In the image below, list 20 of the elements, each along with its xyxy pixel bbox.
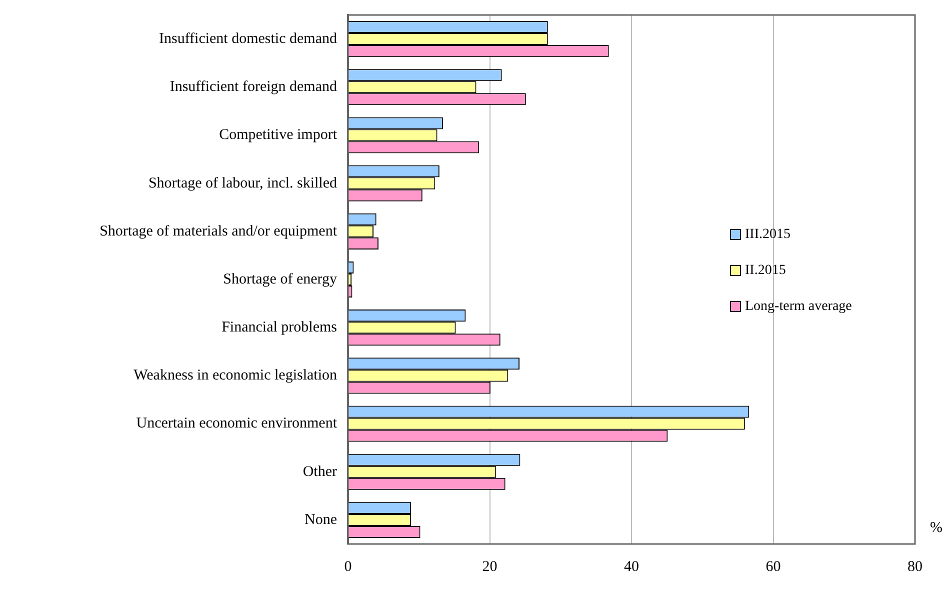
- y-tick-label: Shortage of energy: [223, 271, 338, 288]
- y-tick-label: Other: [302, 464, 337, 480]
- x-axis-title: %: [930, 520, 942, 536]
- legend-label: III.2015: [745, 226, 790, 243]
- legend-label: II.2015: [745, 262, 786, 279]
- legend-label: Long-term average: [745, 298, 852, 315]
- x-tick-label: 20: [482, 558, 498, 575]
- y-tick-label: Weakness in economic legislation: [134, 368, 338, 384]
- y-tick-label: Competitive import: [219, 127, 338, 144]
- y-tick-label: Shortage of materials and/or equipment: [100, 223, 338, 240]
- y-tick-label: None: [304, 512, 338, 528]
- y-tick-label: Uncertain economic environment: [136, 416, 338, 432]
- y-tick-label: Financial problems: [222, 320, 338, 336]
- y-tick-label: Insufficient domestic demand: [158, 30, 338, 47]
- y-tick-label: Insufficient foreign demand: [170, 79, 338, 96]
- x-tick-label: 80: [908, 558, 922, 575]
- x-tick-label: 0: [344, 558, 352, 575]
- x-tick-label: 40: [624, 558, 639, 575]
- y-tick-label: Shortage of labour, incl. skilled: [148, 175, 338, 192]
- x-tick-label: 60: [766, 558, 781, 575]
